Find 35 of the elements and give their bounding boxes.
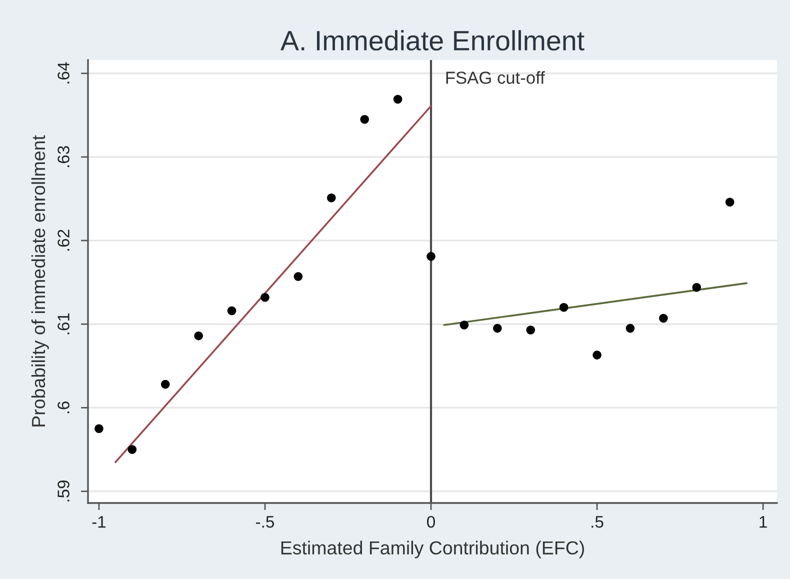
point xyxy=(128,445,137,454)
point xyxy=(626,324,635,333)
x-tick-label: -.5 xyxy=(256,516,274,528)
x-tick-label: 0 xyxy=(427,516,435,528)
point xyxy=(194,331,203,340)
point xyxy=(260,292,270,302)
point xyxy=(160,380,170,389)
chart-title: A. Immediate Enrollment xyxy=(280,30,584,51)
point xyxy=(393,94,402,104)
x-axis-title: Estimated Family Contribution (EFC) xyxy=(281,540,584,558)
y-tick-label: .63 xyxy=(58,146,70,168)
point xyxy=(659,314,668,323)
point xyxy=(227,306,236,316)
x-tick-label: 1 xyxy=(760,516,767,528)
point xyxy=(460,320,469,330)
point xyxy=(526,326,536,334)
y-tick-label: .59 xyxy=(58,480,70,502)
point xyxy=(725,198,734,206)
x-tick-label: -1 xyxy=(92,516,106,528)
point xyxy=(592,350,602,360)
y-tick-label: .62 xyxy=(58,230,70,251)
y-tick-label: .6 xyxy=(58,401,70,414)
point xyxy=(360,114,369,124)
y-axis-title: Probability of immediate enrollment xyxy=(31,135,49,426)
point xyxy=(94,424,104,433)
point xyxy=(294,272,303,281)
y-tick-label: .64 xyxy=(58,62,70,84)
y-tick-label: .61 xyxy=(58,313,70,334)
point xyxy=(692,282,702,292)
x-tick-label: .5 xyxy=(592,516,604,528)
point xyxy=(559,303,568,312)
ref-line-label: FSAG cut-off xyxy=(446,71,545,84)
point xyxy=(493,324,502,333)
point xyxy=(327,194,336,202)
point xyxy=(426,252,436,261)
